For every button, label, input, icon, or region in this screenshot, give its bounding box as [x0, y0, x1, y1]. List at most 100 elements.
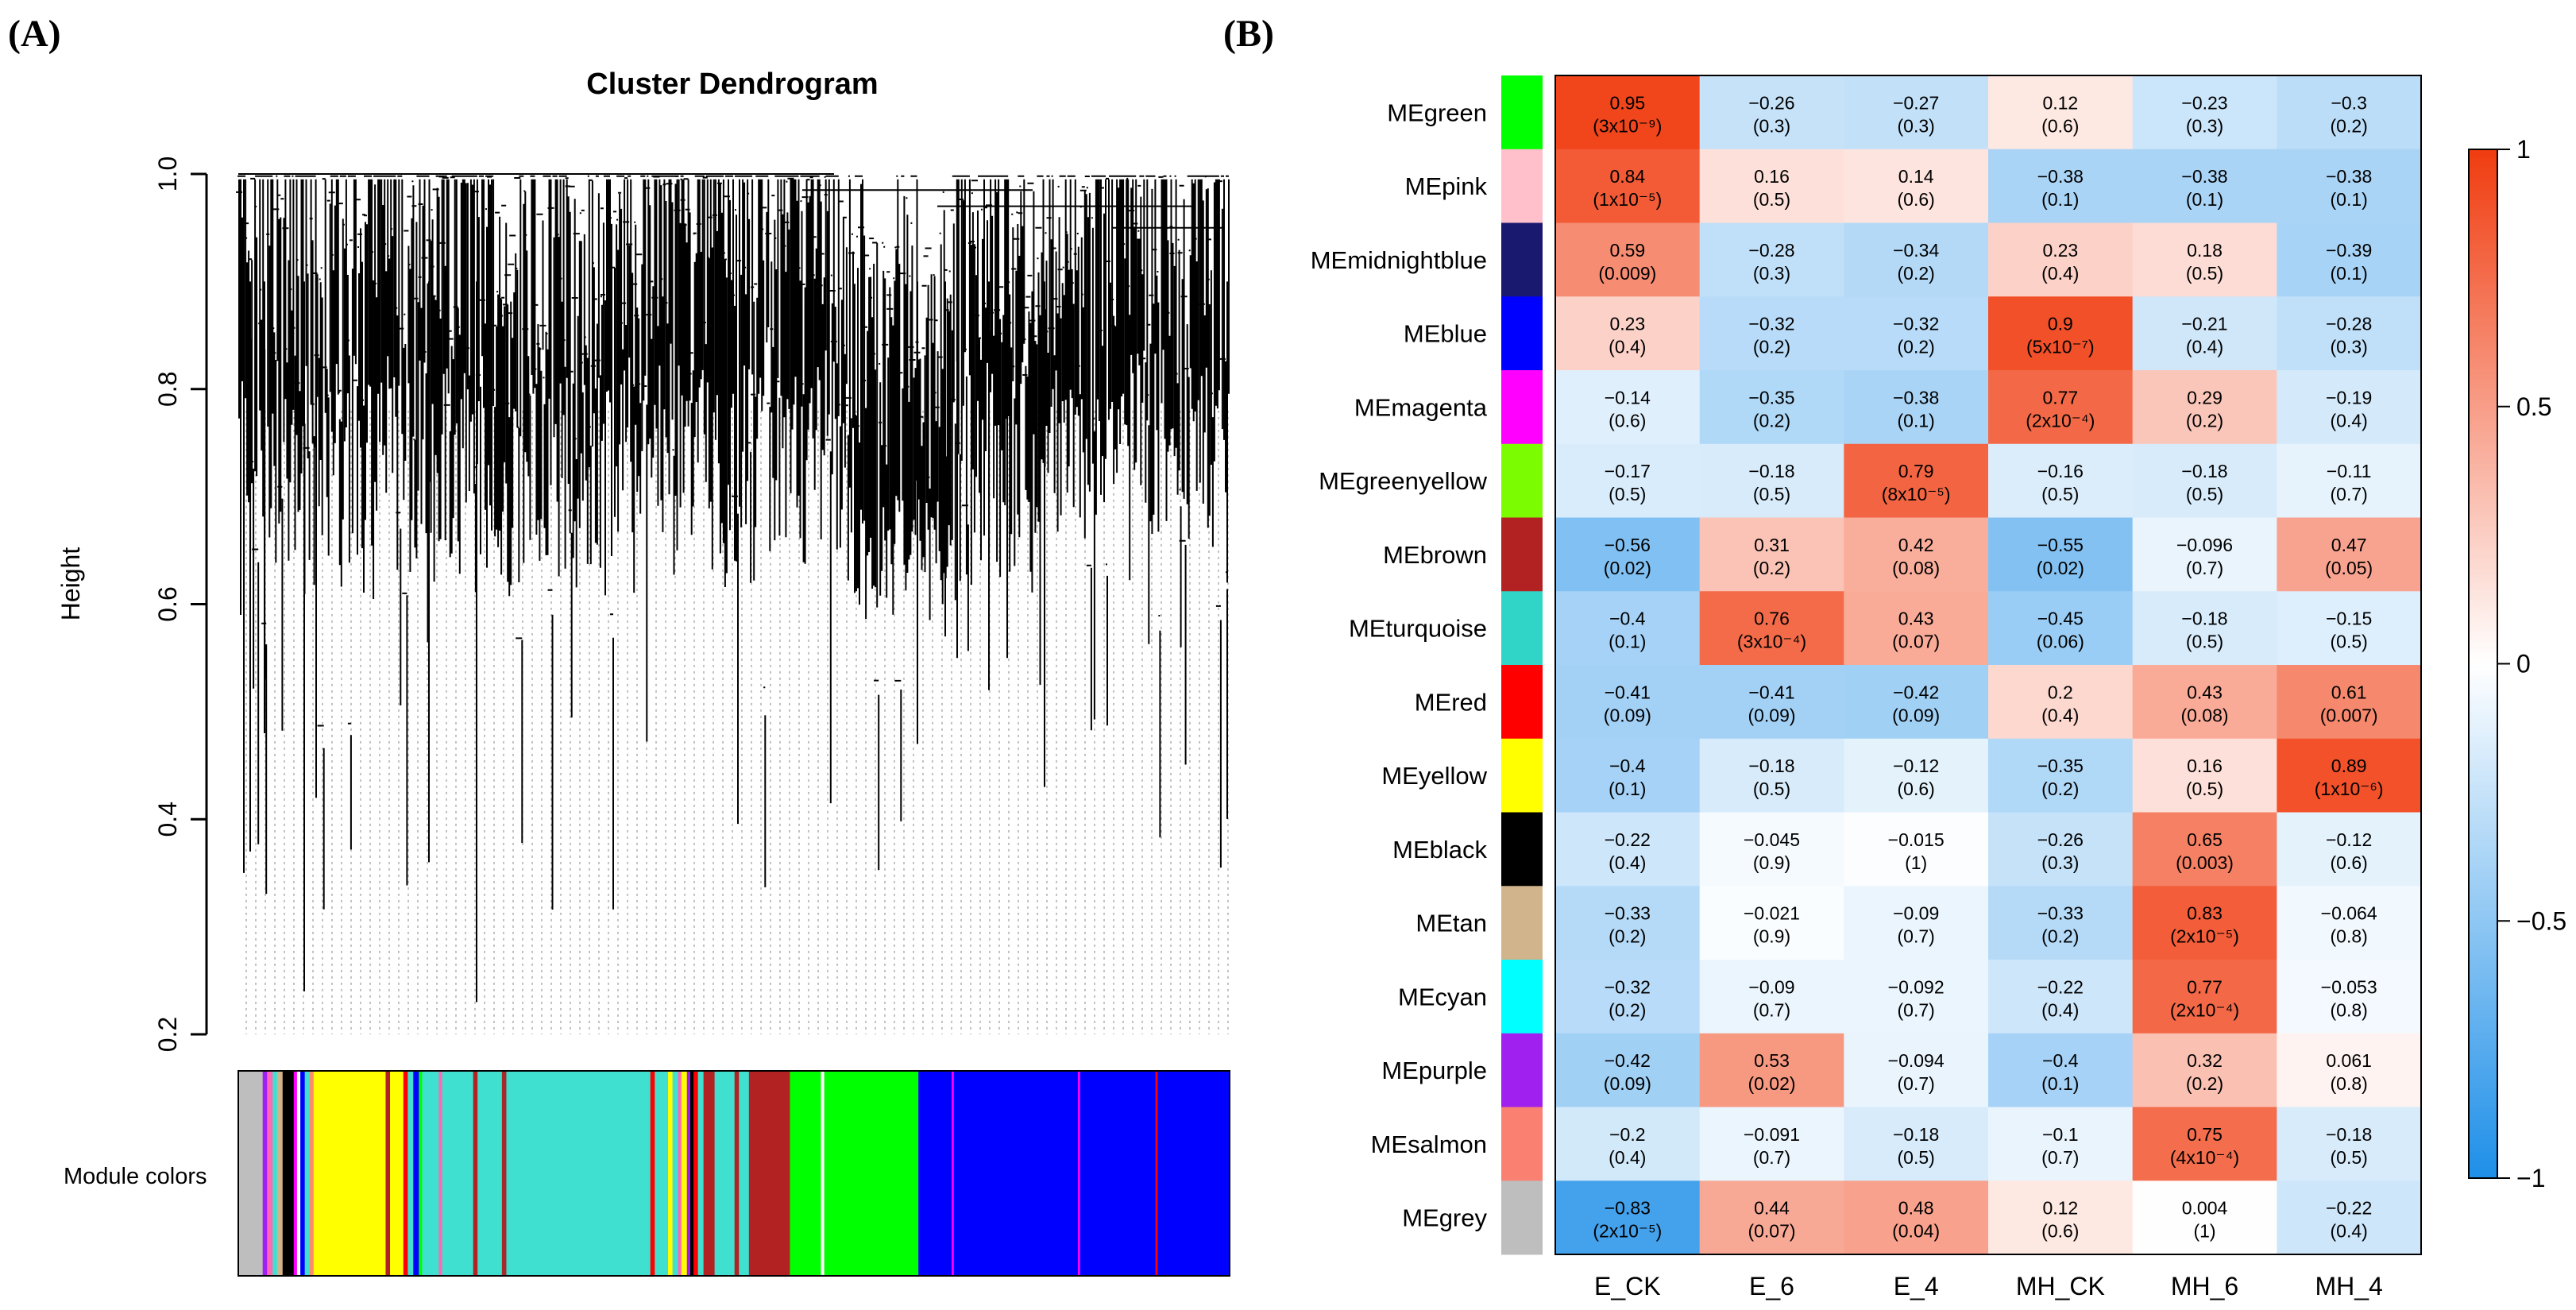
heatmap-module-swatch: [1501, 886, 1543, 960]
heatmap-cell: [2132, 738, 2277, 813]
heatmap-cell-correlation: −0.38: [2181, 166, 2227, 187]
module-color-segment: [681, 1071, 688, 1276]
heatmap-cell: [1699, 1033, 1844, 1107]
dendrogram-dotted-leaves: [245, 410, 1229, 1034]
heatmap-cell-pvalue: (0.4): [1609, 852, 1646, 873]
heatmap-border: [1554, 75, 2422, 1255]
heatmap-cell-pvalue: (0.3): [1753, 115, 1790, 136]
dendrogram-y-axis-label: Height: [56, 547, 85, 621]
heatmap-cell-correlation: −0.4: [2042, 1050, 2079, 1071]
dendrogram-title: Cluster Dendrogram: [586, 68, 878, 101]
heatmap-cell-correlation: −0.094: [1888, 1050, 1945, 1071]
heatmap-cell-pvalue: (5x10⁻⁷): [2026, 337, 2095, 357]
heatmap-cell-correlation: −0.28: [2326, 314, 2372, 334]
heatmap-row-label: MEturquoise: [1349, 615, 1487, 643]
heatmap-cell: [1699, 1107, 1844, 1181]
heatmap-cell: [1988, 960, 2134, 1034]
dendrogram-panel: Cluster Dendrogram Height 0.2 0.4 0.6 0.8 1.…: [56, 68, 1230, 1277]
heatmap-cell: [1988, 517, 2134, 592]
heatmap-cell-correlation: 0.9: [2048, 314, 2073, 334]
heatmap-row-label: MEsalmon: [1371, 1130, 1487, 1158]
heatmap-cell-correlation: −0.18: [2181, 461, 2227, 481]
module-color-segment: [824, 1071, 919, 1276]
heatmap-cell: [1988, 886, 2134, 960]
heatmap-cell-pvalue: (0.7): [1898, 926, 1935, 947]
heatmap-cell: [1844, 443, 1989, 518]
heatmap-cell: [1555, 75, 1701, 150]
heatmap-cell-pvalue: (0.2): [2041, 926, 2079, 947]
module-color-segment: [473, 1071, 478, 1276]
dendrogram-branches: [236, 173, 1230, 1003]
module-color-segment: [413, 1071, 419, 1276]
heatmap-cell: [2132, 812, 2277, 887]
heatmap-module-swatch: [1501, 222, 1543, 297]
heatmap-cell-pvalue: (0.4): [2331, 1221, 2368, 1242]
module-color-segment: [238, 1071, 264, 1276]
heatmap-cell-pvalue: (0.8): [2331, 999, 2368, 1020]
heatmap-cell-pvalue: (0.1): [2041, 1073, 2079, 1094]
heatmap-cell-pvalue: (0.003): [2176, 852, 2234, 873]
heatmap-cell-pvalue: (0.5): [2041, 484, 2079, 504]
heatmap-cell-pvalue: (0.2): [2041, 779, 2079, 799]
module-color-segment: [697, 1071, 705, 1276]
module-color-segment: [293, 1071, 298, 1276]
heatmap-cell-correlation: −0.26: [1748, 92, 1794, 113]
heatmap-row-label: MEblue: [1404, 320, 1487, 348]
heatmap-cell-correlation: −0.27: [1893, 92, 1939, 113]
module-color-segment: [267, 1071, 273, 1276]
heatmap-cell: [1844, 75, 1989, 150]
heatmap-row-labels: MEgreen MEpink MEmidnightblue MEblue MEmagen…: [1311, 99, 1488, 1231]
heatmap-cell-pvalue: (1): [1905, 852, 1927, 873]
heatmap-cell-correlation: −0.092: [1888, 976, 1945, 997]
heatmap-cell: [2277, 75, 2422, 150]
heatmap-cell-correlation: 0.89: [2331, 755, 2367, 776]
heatmap-cell: [2277, 1107, 2422, 1181]
heatmap-cell-pvalue: (0.2): [1753, 558, 1790, 578]
heatmap-cell-pvalue: (0.009): [1598, 263, 1656, 284]
heatmap-cell-correlation: 0.061: [2326, 1050, 2372, 1071]
heatmap-cell: [2132, 1107, 2277, 1181]
heatmap-cell-pvalue: (2x10⁻⁴): [2026, 410, 2095, 431]
heatmap-cell-correlation: −0.18: [2326, 1124, 2372, 1145]
heatmap-cell: [1555, 222, 1701, 297]
dendrogram-y-tick-label: 0.2: [153, 1017, 182, 1052]
panel-a-label: (A): [8, 13, 61, 55]
colorbar-tick-label: 0.5: [2516, 392, 2551, 421]
heatmap-cell-correlation: −0.38: [2037, 166, 2084, 187]
heatmap-cell-correlation: 0.43: [2187, 682, 2223, 702]
module-color-segment: [442, 1071, 474, 1276]
heatmap-cell: [1844, 1181, 1989, 1255]
heatmap-module-swatch: [1501, 1181, 1543, 1255]
heatmap-module-swatch: [1501, 1107, 1543, 1181]
heatmap-cell: [1699, 591, 1844, 666]
module-color-segment: [689, 1071, 694, 1276]
heatmap-cell-pvalue: (0.8): [2331, 1073, 2368, 1094]
heatmap-cell-correlation: −0.14: [1605, 387, 1651, 408]
dendrogram-branch-lines: [236, 173, 1230, 1003]
heatmap-cell-pvalue: (0.2): [2186, 1073, 2223, 1094]
heatmap-cell-correlation: −0.56: [1605, 535, 1651, 555]
heatmap-cell-pvalue: (0.6): [1898, 779, 1935, 799]
heatmap-cell: [1844, 591, 1989, 666]
heatmap-cell: [1555, 296, 1701, 371]
heatmap-cell-pvalue: (0.4): [1609, 337, 1646, 357]
heatmap-module-swatch: [1501, 665, 1543, 740]
heatmap-cell-pvalue: (0.5): [1753, 484, 1790, 504]
heatmap-cell: [1844, 738, 1989, 813]
heatmap-row-label: MEred: [1415, 688, 1487, 716]
heatmap-cell-pvalue: (0.4): [2041, 263, 2079, 284]
heatmap-cell-correlation: 0.84: [1609, 166, 1645, 187]
heatmap-cell-correlation: 0.23: [1609, 314, 1645, 334]
heatmap-cell: [1844, 960, 1989, 1034]
heatmap-cell-pvalue: (0.5): [1753, 779, 1790, 799]
heatmap-cell-correlation: −0.21: [2181, 314, 2227, 334]
module-color-segment: [438, 1071, 443, 1276]
heatmap-cell-correlation: −0.41: [1605, 682, 1651, 702]
module-color-segment: [1155, 1071, 1158, 1276]
heatmap-cell-correlation: −0.33: [2037, 903, 2084, 924]
heatmap-cell: [1988, 75, 2134, 150]
heatmap-cell: [2277, 149, 2422, 223]
heatmap-cell-correlation: −0.12: [1893, 755, 1939, 776]
heatmap-cell-pvalue: (0.2): [1753, 410, 1790, 431]
heatmap-row-label: MEmagenta: [1354, 393, 1488, 421]
